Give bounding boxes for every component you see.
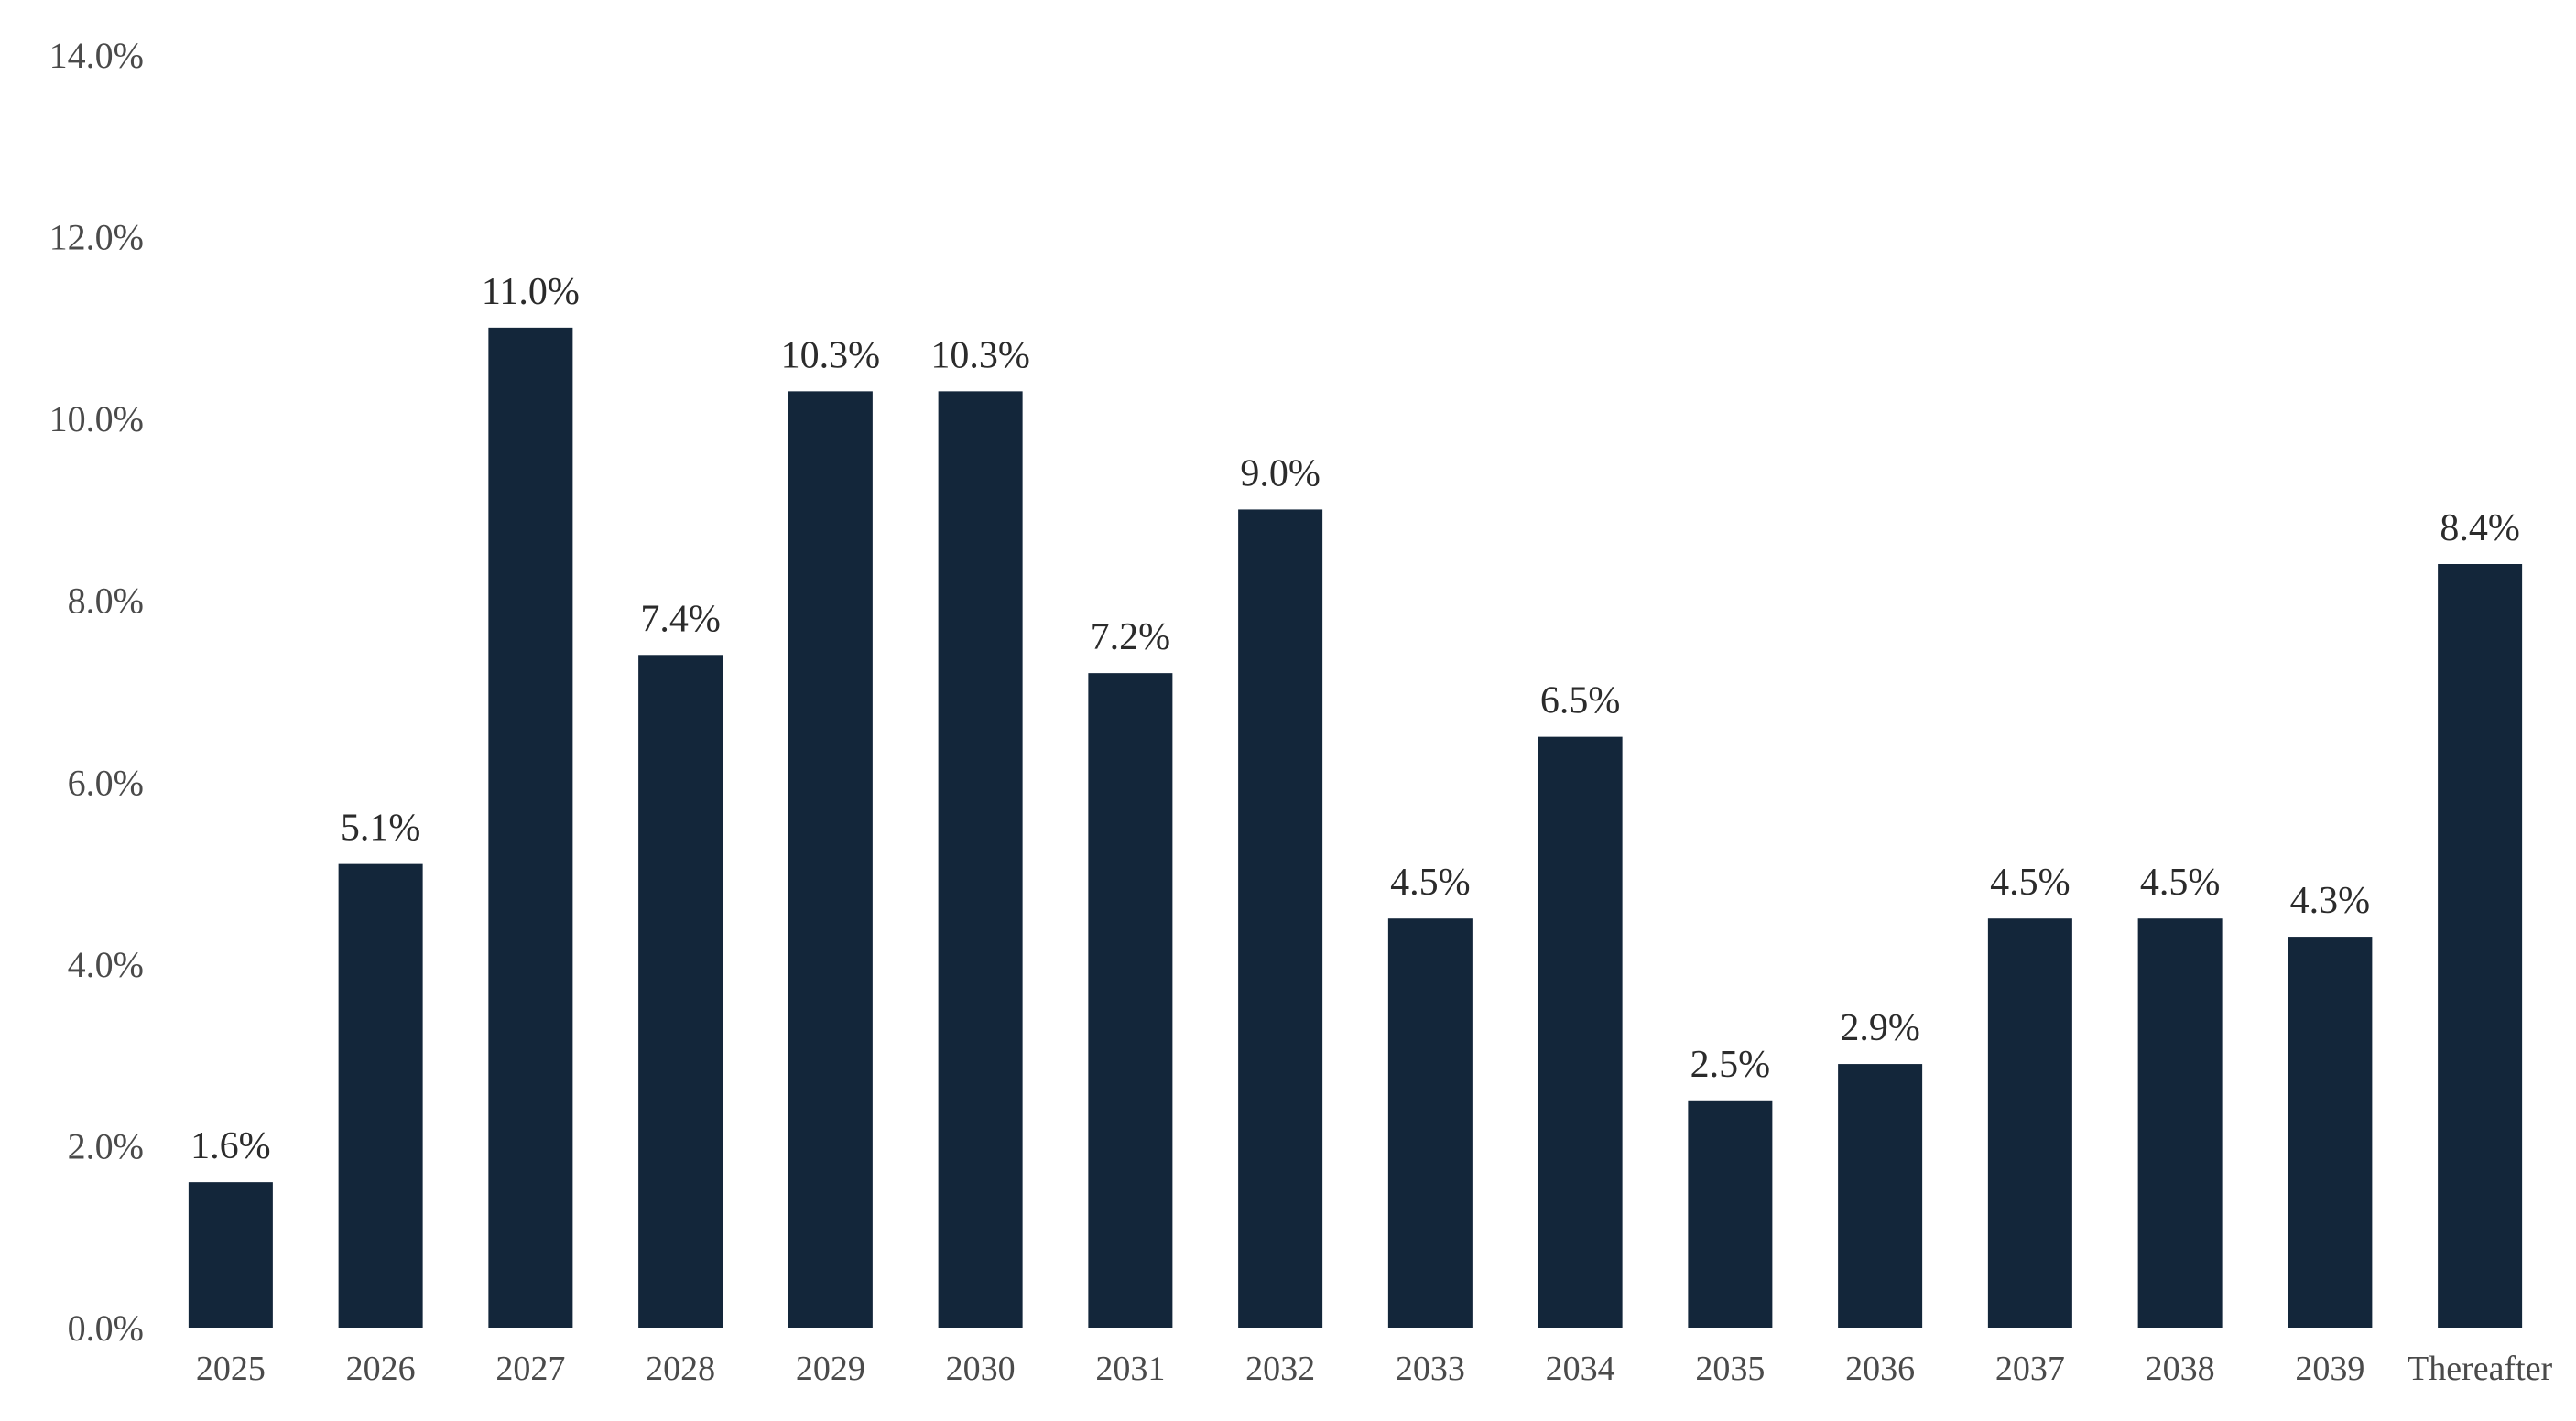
bar-2027 [488,327,573,1328]
x-tick-label: 2027 [495,1350,565,1388]
bar-2039 [2288,937,2373,1328]
bar-2034 [1538,736,1623,1328]
y-tick-label: 0.0% [68,1307,144,1349]
data-label: 4.5% [1990,862,2071,904]
x-tick-label: 2032 [1245,1350,1315,1388]
x-tick-label: 2037 [1995,1350,2065,1388]
x-tick-label: 2034 [1546,1350,1615,1388]
data-label: 2.9% [1840,1007,1920,1049]
x-tick-label: 2033 [1396,1350,1465,1388]
x-tick-label: 2025 [196,1350,266,1388]
bar-2030 [938,391,1023,1328]
y-tick-label: 2.0% [68,1125,144,1166]
data-label: 4.5% [2140,862,2221,904]
bar-2031 [1088,673,1173,1328]
data-label: 2.5% [1690,1044,1771,1086]
bars [188,327,2523,1328]
data-label: 6.5% [1540,680,1621,722]
bar-2028 [638,655,723,1328]
bar-2026 [338,863,423,1328]
y-tick-label: 14.0% [49,35,144,76]
bar-2033 [1387,918,1473,1328]
data-label: 1.6% [190,1125,271,1167]
data-label: 8.4% [2440,507,2520,549]
y-tick-label: 8.0% [68,580,144,622]
data-label: 4.3% [2290,880,2371,922]
x-axis: 2025 2026 2027 2028 2029 2030 2031 2032 2033 2034… [196,1350,2553,1388]
bar-2035 [1688,1100,1773,1328]
bar-2036 [1838,1064,1923,1328]
data-label: 7.4% [640,598,721,640]
data-label: 5.1% [341,808,421,850]
bar-2025 [188,1182,273,1328]
data-label: 4.5% [1390,862,1471,904]
y-axis: 0.0% 2.0% 4.0% 6.0% 8.0% 10.0% 12.0% 14.0% [49,35,144,1349]
y-tick-label: 6.0% [68,762,144,803]
bar-2032 [1238,509,1323,1328]
data-label: 11.0% [482,271,580,313]
x-tick-label: 2026 [346,1350,416,1388]
bar-thereafter [2438,564,2523,1328]
x-tick-label: 2038 [2146,1350,2215,1388]
y-tick-label: 4.0% [68,944,144,985]
data-label: 10.3% [781,334,881,376]
bar-2029 [788,391,873,1328]
y-tick-label: 10.0% [49,398,144,439]
x-tick-label: 2039 [2295,1350,2364,1388]
x-tick-label: 2036 [1845,1350,1915,1388]
data-label: 9.0% [1240,452,1321,494]
data-label: 10.3% [930,334,1030,376]
x-tick-label: 2029 [796,1350,865,1388]
x-tick-label: 2035 [1695,1350,1765,1388]
bar-2037 [1987,918,2072,1328]
data-labels: 1.6% 5.1% 11.0% 7.4% 10.3% 10.3% 7.2% 9.0% 4.5% 6… [190,271,2520,1167]
data-label: 7.2% [1091,616,1171,658]
x-tick-label: Thereafter [2408,1350,2553,1388]
x-tick-label: 2028 [646,1350,715,1388]
y-tick-label: 12.0% [49,217,144,258]
x-tick-label: 2030 [946,1350,1016,1388]
bar-2038 [2137,918,2223,1328]
x-tick-label: 2031 [1095,1350,1165,1388]
